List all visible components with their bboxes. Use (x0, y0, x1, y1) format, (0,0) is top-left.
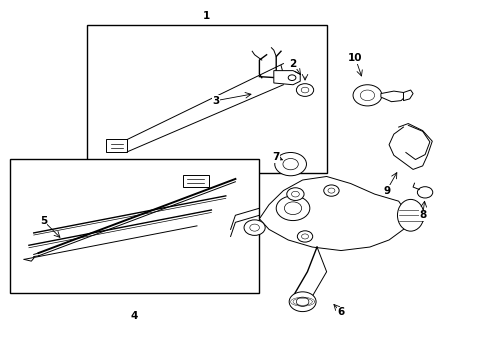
Circle shape (283, 158, 298, 170)
Circle shape (328, 188, 335, 193)
Circle shape (417, 187, 433, 198)
Bar (10, 159, 259, 293)
Circle shape (301, 234, 309, 239)
Circle shape (324, 185, 339, 196)
Circle shape (296, 84, 314, 96)
Circle shape (353, 85, 382, 106)
Circle shape (292, 191, 299, 197)
Text: 1: 1 (203, 11, 210, 21)
Circle shape (250, 224, 259, 231)
Circle shape (360, 90, 375, 100)
Circle shape (275, 153, 306, 176)
Circle shape (297, 231, 313, 242)
Polygon shape (259, 176, 408, 251)
Circle shape (296, 297, 309, 306)
Circle shape (244, 220, 265, 235)
Bar (183, 175, 209, 187)
Text: 7: 7 (272, 152, 280, 162)
Circle shape (287, 188, 304, 201)
Bar (87, 25, 327, 173)
Text: 8: 8 (419, 210, 426, 220)
Polygon shape (381, 91, 406, 102)
Text: 6: 6 (338, 307, 344, 317)
Polygon shape (274, 71, 300, 85)
Text: 2: 2 (290, 59, 296, 68)
Text: 10: 10 (348, 53, 363, 63)
Text: 3: 3 (213, 96, 220, 105)
Circle shape (301, 87, 309, 93)
Text: 9: 9 (383, 186, 390, 195)
Circle shape (289, 292, 316, 312)
Circle shape (276, 196, 310, 221)
Text: 5: 5 (40, 216, 47, 226)
Ellipse shape (397, 199, 424, 231)
Polygon shape (403, 90, 413, 100)
Text: 4: 4 (131, 311, 138, 321)
Circle shape (288, 75, 296, 81)
Circle shape (284, 202, 302, 215)
Bar (106, 139, 127, 152)
